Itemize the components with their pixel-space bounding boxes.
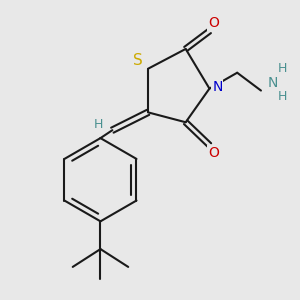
Text: O: O	[208, 146, 219, 160]
Text: H: H	[94, 118, 103, 131]
Text: N: N	[268, 76, 278, 90]
Text: S: S	[133, 53, 143, 68]
Text: H: H	[278, 90, 287, 103]
Text: H: H	[278, 62, 287, 75]
Text: O: O	[208, 16, 219, 30]
Text: N: N	[212, 80, 223, 94]
